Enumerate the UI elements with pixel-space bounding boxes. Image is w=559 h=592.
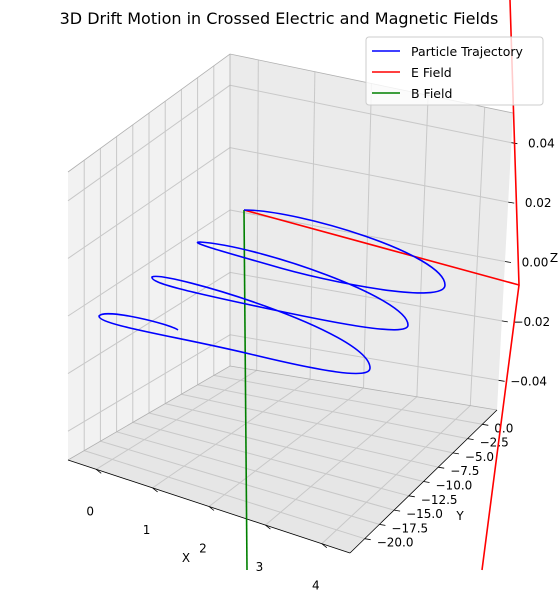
y-tick-label-3: −7.5 [450, 464, 479, 478]
y-tick-mark-0 [482, 423, 489, 426]
y-tick-mark-8 [364, 538, 371, 541]
z-tick-mark-2 [504, 261, 512, 263]
gridline-y-floor-3 [165, 403, 439, 468]
legend-label-trajectory: Particle Trajectory [411, 44, 523, 59]
y-tick-label-1: −2.5 [480, 436, 509, 450]
gridline-y-floor-0 [213, 374, 483, 425]
y-tick-label-0: 0.0 [494, 421, 513, 435]
z-tick-mark-1 [508, 201, 515, 204]
y-tick-label-7: −17.5 [391, 521, 428, 535]
x-tick-label-0: 0 [86, 504, 94, 518]
z-tick-mark-4 [498, 379, 505, 382]
z-tick-label-2: 0.00 [522, 256, 549, 270]
y-ticks: 0.0−2.5−5.0−7.5−10.0−12.5−15.0−17.5−20.0 [364, 421, 513, 550]
gridline-y-floor-4 [148, 412, 424, 482]
e-field-line [243, 0, 520, 571]
z-tick-label-3: −0.02 [513, 315, 550, 329]
gridline-z-back-1 [229, 147, 509, 203]
legend: Particle Trajectory E Field B Field [365, 36, 544, 106]
gridline-y-floor-2 [181, 393, 454, 454]
gridline-y-floor-5 [132, 421, 409, 497]
y-tick-mark-6 [394, 509, 401, 512]
gridline-z-left-0 [67, 84, 231, 202]
legend-box [365, 36, 544, 106]
y-tick-mark-5 [408, 495, 415, 498]
y-tick-mark-2 [452, 452, 459, 455]
x-tick-mark-4 [321, 543, 328, 549]
z-tick-label-4: −0.04 [510, 374, 547, 388]
z-tick-label-0: 0.04 [528, 137, 555, 151]
x-tick-mark-2 [208, 506, 215, 511]
y-tick-label-4: −10.0 [436, 479, 473, 493]
x-axis-label: X [182, 551, 190, 565]
back-pane [230, 54, 513, 410]
x-tick-label-3: 3 [256, 560, 264, 574]
z-tick-mark-3 [501, 320, 508, 323]
particle-trajectory [98, 209, 446, 375]
gridline-z-back-0 [229, 84, 512, 144]
y-tick-mark-1 [467, 438, 474, 440]
gridline-z-left-3 [67, 271, 231, 375]
legend-label-b-field: B Field [411, 86, 452, 101]
z-tick-label-1: 0.02 [525, 196, 552, 210]
grid-lines [67, 59, 512, 545]
gridline-z-left-1 [67, 147, 231, 259]
x-tick-mark-3 [265, 524, 271, 530]
z-axis-label: Z [550, 251, 558, 265]
y-tick-label-8: −20.0 [377, 536, 414, 550]
y-tick-label-2: −5.0 [465, 450, 494, 464]
gridline-y-floor-6 [116, 431, 395, 511]
x-ticks: 0 1 2 3 4 [86, 468, 328, 592]
y-tick-mark-7 [379, 524, 386, 526]
y-tick-mark-3 [438, 466, 445, 469]
floor-pane [68, 366, 497, 553]
b-field-line [243, 209, 248, 571]
x-tick-label-1: 1 [143, 523, 151, 537]
x-tick-label-4: 4 [312, 579, 320, 592]
chart-title: 3D Drift Motion in Crossed Electric and … [60, 9, 499, 28]
gridline-y-floor-7 [100, 440, 380, 525]
y-tick-label-6: −15.0 [406, 507, 443, 521]
legend-label-e-field: E Field [411, 65, 452, 80]
gridline-y-floor-1 [197, 384, 468, 440]
gridline-y-floor-8 [84, 450, 365, 540]
z-ticks: 0.04 0.02 0.00 −0.02 −0.04 [498, 137, 555, 388]
gridline-z-back-3 [229, 271, 502, 322]
y-tick-mark-4 [423, 481, 430, 483]
x-tick-label-2: 2 [199, 542, 207, 556]
y-axis-label: Y [455, 509, 464, 523]
gridline-z-left-4 [67, 334, 231, 432]
gridline-z-left-2 [67, 209, 231, 317]
y-tick-label-5: −12.5 [421, 493, 458, 507]
x-tick-mark-0 [95, 468, 102, 474]
x-tick-mark-1 [152, 487, 158, 493]
